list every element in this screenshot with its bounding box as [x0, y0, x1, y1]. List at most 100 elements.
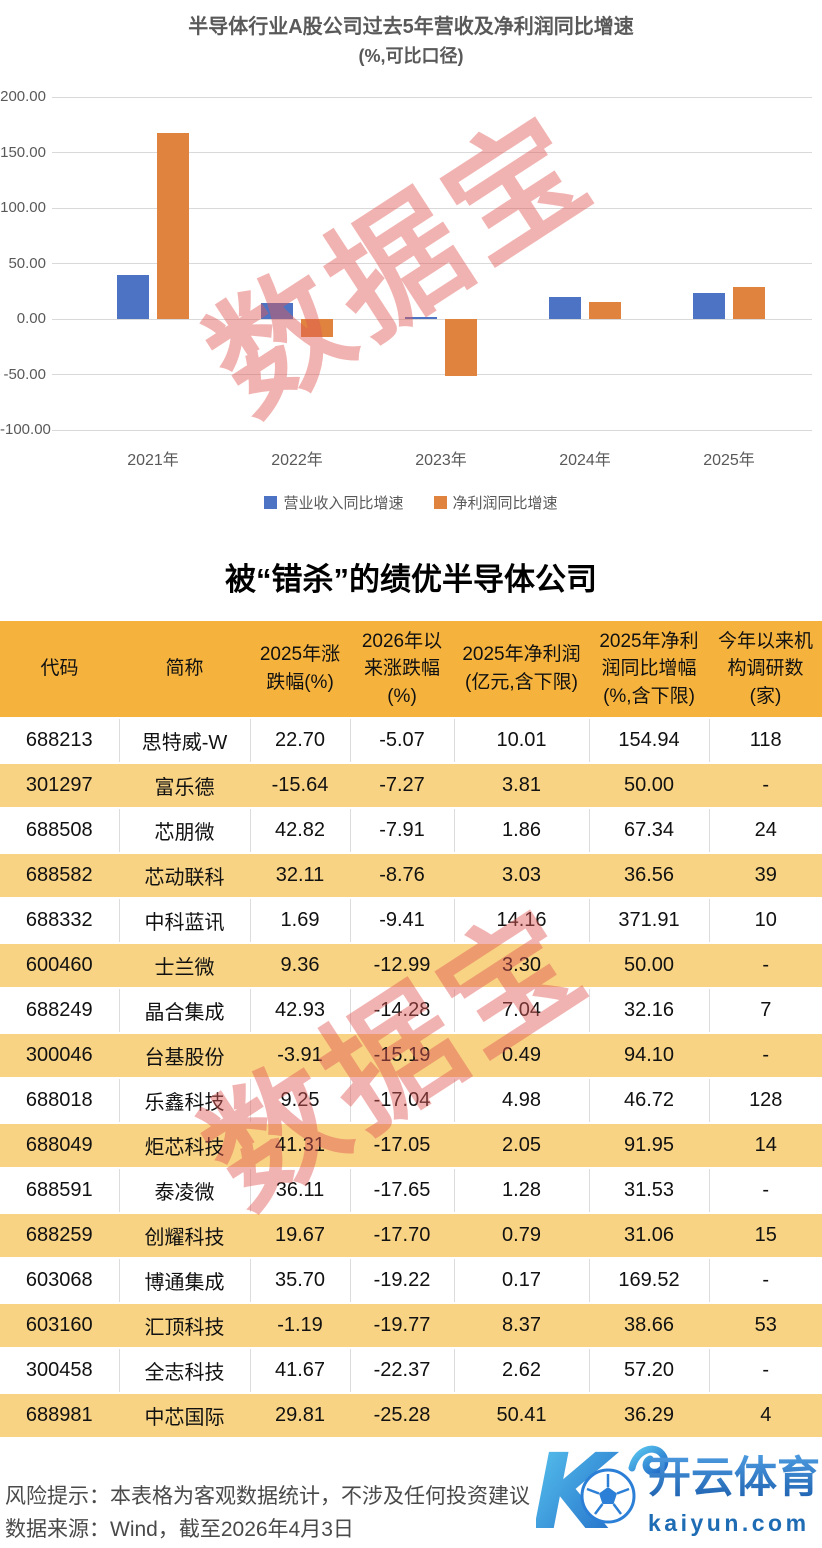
table-cell: -: [762, 1359, 770, 1381]
table-cell: 2.62: [454, 1348, 590, 1393]
table-row: 301297 富乐德 -15.64 -7.27 3.81 50.00 -: [0, 763, 822, 808]
table-cell: 1.28: [454, 1168, 590, 1213]
table-cell: 芯动联科: [144, 867, 225, 889]
table-cell: 603160: [25, 1314, 93, 1336]
gridline: [52, 263, 812, 264]
table-cell: 3.30: [502, 954, 541, 976]
table-cell: 2.05: [502, 1134, 541, 1156]
table-cell: 24: [754, 819, 777, 841]
table-row: 603068 博通集成 35.70 -19.22 0.17 169.52 -: [0, 1258, 822, 1303]
table-cell: 泰凌微: [119, 1168, 251, 1213]
header-cell: 2026年以来涨跌幅(%): [350, 621, 454, 718]
table-cell: -7.27: [379, 774, 425, 796]
header-cell: 代码: [0, 621, 119, 718]
table-row: 300046 台基股份 -3.91 -15.19 0.49 94.10 -: [0, 1033, 822, 1078]
table-cell: 301297: [25, 774, 93, 796]
table-row: 688332 中科蓝讯 1.69 -9.41 14.16 371.91 10: [0, 898, 822, 943]
header-cell: 今年以来机构调研数(家): [709, 621, 822, 718]
y-axis-tick-label: 0.00: [16, 310, 46, 327]
table-cell: 9.25: [250, 1078, 351, 1123]
table-cell: -: [762, 1269, 770, 1291]
table-cell: -: [762, 1179, 770, 1201]
table-row: 688213 思特威-W 22.70 -5.07 10.01 154.94 118: [0, 718, 822, 763]
table-cell: 128: [749, 1089, 783, 1111]
header-cell: 简称: [119, 621, 250, 718]
header-cell: 2025年净利润(亿元,含下限): [454, 621, 589, 718]
table-cell: 10.01: [454, 718, 590, 763]
table-cell: 台基股份: [144, 1047, 225, 1069]
table-cell: 91.95: [623, 1134, 675, 1156]
table-cell: 35.70: [250, 1258, 351, 1303]
table-cell: -15.19: [373, 1044, 431, 1066]
legend-item: 净利润同比增速: [433, 492, 558, 513]
table-cell: -1.19: [277, 1314, 323, 1336]
table-row: 300458 全志科技 41.67 -22.37 2.62 57.20 -: [0, 1348, 822, 1393]
table-row: 688049 炬芯科技 41.31 -17.05 2.05 91.95 14: [0, 1123, 822, 1168]
chart-legend: 营业收入同比增速 净利润同比增速: [0, 492, 822, 513]
brand-name: 开云体育: [648, 1454, 820, 1502]
table-cell: 688018: [0, 1078, 120, 1123]
table-cell: 炬芯科技: [144, 1137, 225, 1159]
y-axis-tick-label: 100.00: [0, 199, 46, 216]
table-row: 688981 中芯国际 29.81 -25.28 50.41 36.29 4: [0, 1393, 822, 1438]
table-cell: 全志科技: [119, 1348, 251, 1393]
chart-bar-营业收入同比增速: [549, 296, 581, 319]
table-cell: 688213: [0, 718, 120, 763]
table-cell: 46.72: [589, 1078, 710, 1123]
chart-bar-净利润同比增速: [301, 319, 333, 337]
legend-label: 净利润同比增速: [452, 495, 558, 512]
table-cell: -25.28: [373, 1404, 431, 1426]
gridline: [52, 374, 812, 375]
chart-bar-净利润同比增速: [445, 319, 477, 376]
gridline: [52, 318, 812, 320]
table-cell: 中芯国际: [144, 1407, 225, 1429]
table-cell: -19.77: [373, 1314, 431, 1336]
chart-bar-净利润同比增速: [589, 302, 621, 319]
bar-chart: 半导体行业A股公司过去5年营收及净利润同比增速 (%,可比口径) 200.00 1…: [0, 0, 822, 535]
legend-swatch: [433, 496, 447, 509]
legend-swatch: [264, 496, 278, 509]
table-cell: 42.93: [250, 988, 351, 1033]
table-cell: 4.98: [454, 1078, 590, 1123]
table-cell: 3.03: [502, 864, 541, 886]
chart-subtitle: (%,可比口径): [358, 46, 464, 66]
table-cell: 688332: [0, 898, 120, 943]
table-cell: 14: [754, 1134, 777, 1156]
table-cell: 8.37: [502, 1314, 541, 1336]
table-cell: 38.66: [623, 1314, 675, 1336]
table-cell: 50.00: [623, 774, 675, 796]
table-row: 600460 士兰微 9.36 -12.99 3.30 50.00 -: [0, 943, 822, 988]
table-cell: 688582: [25, 864, 93, 886]
table-cell: 688981: [25, 1404, 93, 1426]
soccer-ball-icon: [580, 1468, 636, 1524]
table-cell: -: [762, 954, 770, 976]
table-cell: 9.36: [280, 954, 320, 976]
table-cell: 31.06: [623, 1224, 675, 1246]
header-cell: 2025年涨跌幅(%): [250, 621, 350, 718]
table-row: 688259 创耀科技 19.67 -17.70 0.79 31.06 15: [0, 1213, 822, 1258]
table-cell: -17.65: [350, 1168, 455, 1213]
table-cell: 300458: [0, 1348, 120, 1393]
table-cell: 32.16: [589, 988, 710, 1033]
table-cell: 1.86: [454, 808, 590, 853]
y-axis-tick-label: 150.00: [0, 143, 46, 161]
y-axis-tick-label: 50.00: [8, 254, 46, 272]
table-cell: -15.64: [271, 774, 329, 796]
table-cell: 思特威-W: [119, 718, 251, 763]
table-cell: 42.82: [250, 808, 351, 853]
table-cell: 3.81: [502, 774, 541, 796]
table-cell: 50.41: [496, 1404, 547, 1426]
table-header-row: 代码 简称 2025年涨跌幅(%) 2026年以来涨跌幅(%) 2025年净利润(亿元,…: [0, 621, 822, 718]
table-cell: 10: [754, 909, 777, 931]
table-cell: 富乐德: [154, 777, 215, 799]
data-source-note: 数据来源：Wind，截至2026年4月3日: [5, 1518, 354, 1541]
stock-table: 代码 简称 2025年涨跌幅(%) 2026年以来涨跌幅(%) 2025年净利润(亿元,…: [0, 621, 822, 1439]
table-cell: 39: [754, 864, 777, 886]
x-axis-label: 2022年: [271, 452, 323, 469]
table-cell: 53: [754, 1314, 777, 1336]
table-cell: 0.17: [454, 1258, 590, 1303]
gridline: [52, 429, 812, 431]
table-row: 688582 芯动联科 32.11 -8.76 3.03 36.56 39: [0, 853, 822, 898]
table-cell: 50.00: [623, 954, 675, 976]
